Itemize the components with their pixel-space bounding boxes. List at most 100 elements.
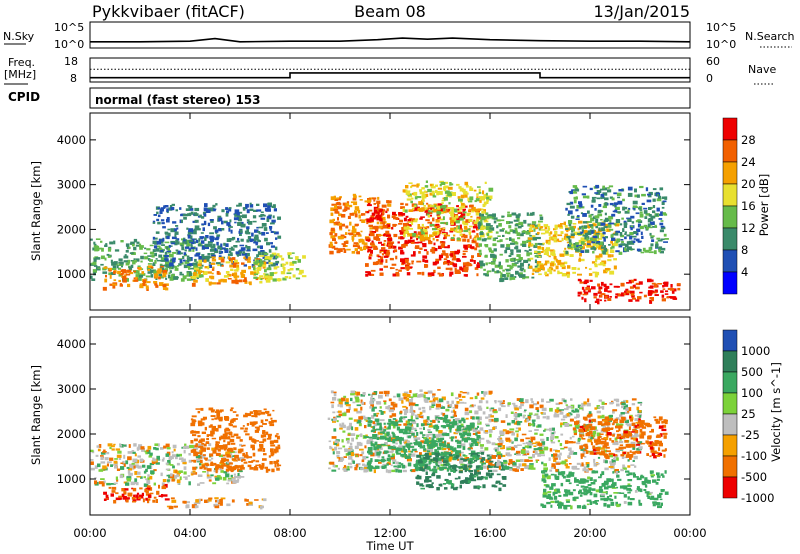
scatter-cell-3: [218, 279, 222, 283]
scatter-cell-8: [497, 235, 501, 237]
scatter-cell-2: [241, 445, 244, 447]
scatter-cell-4: [289, 268, 294, 271]
scatter-cell-10: [666, 296, 670, 299]
scatter-cell-11: [663, 233, 667, 237]
scatter-cell-11: [661, 196, 667, 200]
scatter-cell-0: [113, 240, 116, 245]
scatter-cell-4: [459, 391, 463, 393]
scatter-cell-5: [397, 469, 402, 473]
scatter-cell-11: [575, 248, 580, 252]
scatter-cell-7: [447, 186, 453, 190]
scatter-cell-9: [548, 255, 551, 258]
scatter-cell-8: [490, 254, 495, 258]
scatter-cell-0: [116, 454, 122, 458]
scatter-cell-7: [453, 234, 456, 237]
scatter-cell-6: [463, 266, 469, 271]
scatter-cell-4: [480, 437, 485, 440]
scatter-cell-2: [234, 214, 237, 217]
scatter-cell-11: [659, 229, 664, 233]
scatter-cell-4: [395, 450, 399, 454]
scatter-cell-5: [434, 424, 439, 428]
scatter-cell-6: [371, 212, 376, 216]
scatter-cell-5: [370, 215, 375, 219]
scatter-cell-7: [405, 185, 409, 189]
scatter-cell-0: [171, 274, 175, 278]
scatter-cell-6: [456, 205, 459, 208]
scatter-cell-5: [337, 248, 343, 252]
scatter-cell-0: [113, 463, 118, 466]
scatter-cell-1: [138, 496, 142, 499]
scatter-cell-7: [439, 190, 443, 195]
scatter-cell-0: [188, 266, 191, 270]
scatter-cell-11: [632, 207, 636, 210]
scatter-cell-5: [336, 206, 339, 209]
scatter-cell-10: [624, 290, 628, 293]
scatter-cell-5: [386, 200, 390, 204]
scatter-cell-6: [448, 480, 452, 484]
scatter-cell-4: [390, 456, 395, 460]
scatter-cell-2: [205, 458, 208, 461]
scatter-cell-4: [264, 273, 269, 276]
scatter-cell-11: [592, 235, 598, 239]
scatter-cell-3: [204, 499, 208, 503]
scatter-cell-4: [292, 260, 297, 264]
scatter-cell-5: [442, 443, 447, 448]
scatter-cell-4: [289, 257, 293, 259]
scatter-cell-7: [454, 215, 459, 219]
scatter-cell-4: [387, 469, 392, 474]
scatter-cell-2: [212, 450, 215, 453]
scatter-cell-11: [573, 197, 578, 200]
scatter-cell-4: [480, 445, 484, 450]
scatter-cell-11: [597, 222, 602, 226]
scatter-cell-6: [423, 256, 426, 259]
scatter-cell-7: [465, 184, 469, 188]
scatter-cell-11: [602, 187, 607, 191]
scatter-cell-1: [115, 492, 119, 495]
scatter-cell-8: [485, 244, 489, 248]
scatter-cell-2: [245, 231, 251, 235]
scatter-cell-7: [418, 236, 421, 239]
scatter-cell-2: [263, 227, 268, 231]
scatter-cell-4: [419, 427, 423, 430]
scatter-cell-7: [424, 236, 427, 240]
scatter-cell-7: [454, 229, 458, 233]
scatter-cell-0: [141, 448, 145, 452]
scatter-cell-0: [192, 248, 195, 252]
scatter-cell-11: [618, 245, 623, 248]
scatter-cell-6: [386, 208, 389, 212]
scatter-cell-0: [167, 248, 170, 251]
scatter-cell-9: [537, 245, 541, 249]
scatter-cell-10: [667, 287, 673, 290]
scatter-cell-6: [383, 249, 388, 252]
scatter-cell-9: [609, 249, 615, 253]
scatter-cell-6: [425, 219, 430, 222]
scatter-cell-11: [626, 217, 632, 220]
scatter-cell-9: [552, 235, 558, 240]
scatter-cell-4: [370, 393, 373, 398]
scatter-cell-4: [373, 423, 377, 427]
scatter-cell-5: [456, 440, 462, 444]
scatter-cell-7: [487, 237, 492, 240]
scatter-cell-2: [277, 444, 281, 447]
scatter-cell-5: [367, 199, 371, 204]
scatter-cell-2: [154, 241, 158, 245]
scatter-cell-8: [480, 216, 486, 221]
scatter-cell-6: [395, 273, 400, 277]
scatter-cell-6: [466, 261, 470, 264]
scatter-cell-3: [232, 272, 235, 275]
scatter-cell-2: [167, 228, 171, 231]
scatter-cell-8: [522, 240, 527, 244]
scatter-cell-8: [479, 265, 483, 269]
scatter-cell-2: [224, 432, 229, 435]
scatter-cell-9: [578, 239, 583, 244]
scatter-cell-11: [601, 196, 605, 199]
scatter-cell-3: [207, 271, 212, 274]
scatter-cell-2: [246, 226, 250, 230]
scatter-cell-11: [587, 243, 591, 245]
scatter-cell-2: [268, 214, 272, 217]
scatter-cell-5: [448, 426, 452, 430]
scatter-cell-8: [498, 271, 501, 274]
scatter-cell-11: [598, 227, 601, 232]
scatter-cell-2: [242, 207, 246, 211]
scatter-cell-11: [626, 234, 631, 237]
